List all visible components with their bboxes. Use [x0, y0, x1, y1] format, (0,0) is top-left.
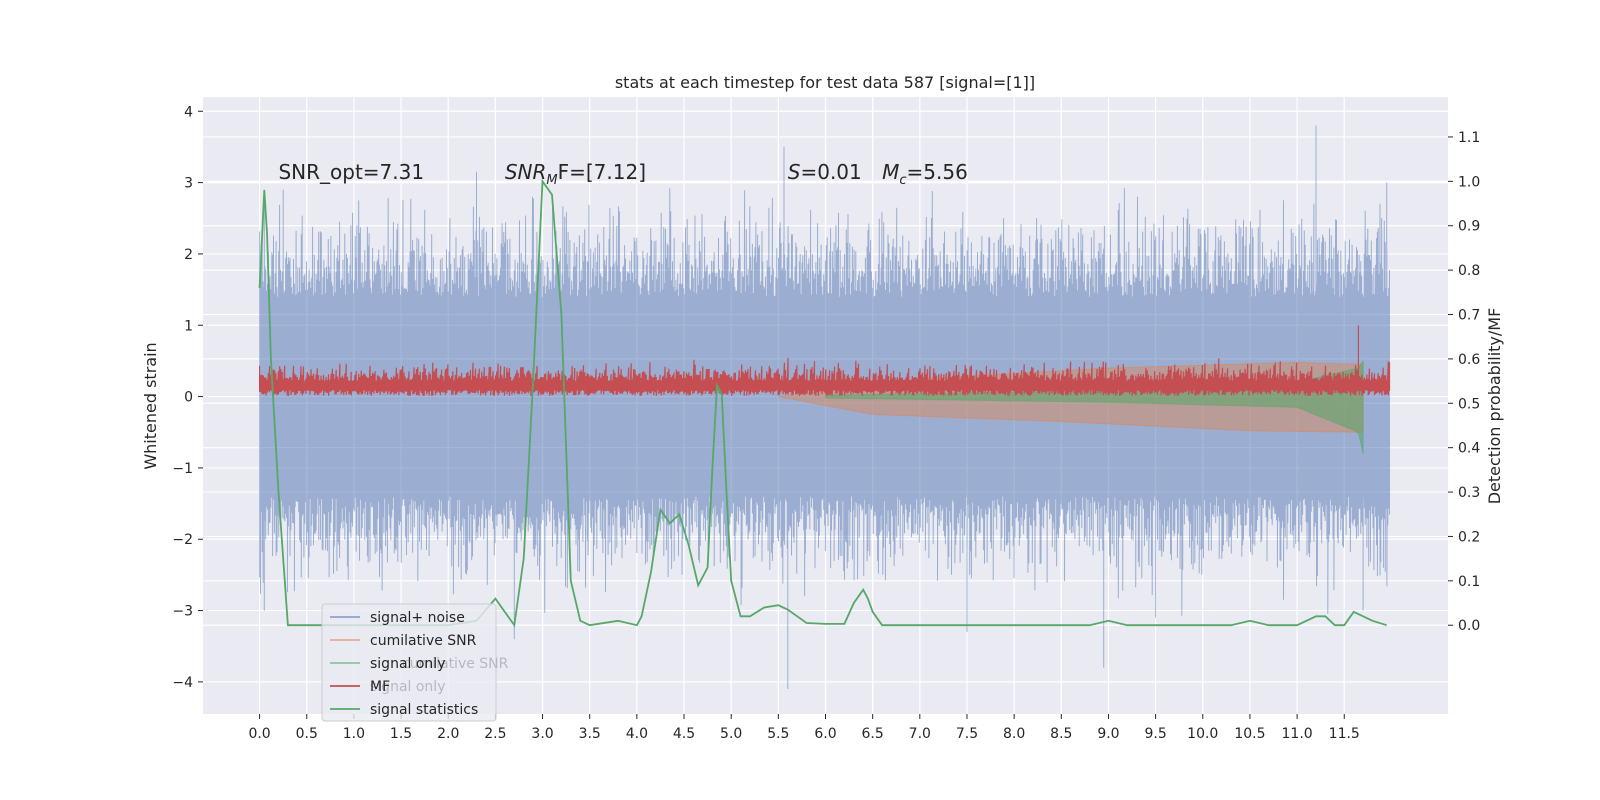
legend-label: cumilative SNR [370, 633, 477, 649]
y-left-tick-label: −2 [172, 532, 193, 548]
x-tick-label: 2.5 [484, 726, 506, 742]
annotation-3: Mc=5.56 [882, 160, 968, 188]
x-tick-label: 9.5 [1144, 726, 1166, 742]
annotations: SNR_opt=7.31 SNRMF=[7.12] S=0.01 Mc=5.56 [278, 160, 967, 188]
legend-ghost-label: cumilative SNR [402, 656, 509, 672]
x-tick-label: 8.5 [1050, 726, 1072, 742]
y-left-tick-label: −4 [172, 675, 193, 691]
x-tick-label: 1.5 [390, 726, 412, 742]
y-right-tick-label: 1.0 [1458, 174, 1480, 190]
x-tick-label: 10.0 [1187, 726, 1218, 742]
chart-title: stats at each timestep for test data 587… [615, 73, 1035, 92]
y-left-tick-label: 4 [184, 104, 193, 120]
legend-label: signal only [370, 656, 445, 672]
x-tick-label: 3.5 [579, 726, 601, 742]
legend-frame [321, 603, 497, 722]
y-right-tick-label: 0.0 [1458, 618, 1480, 634]
x-tick-label: 4.5 [673, 726, 695, 742]
series-signal-statistics [258, 178, 1387, 628]
x-tick-label: 6.0 [814, 726, 836, 742]
annotation-2: S=0.01 [788, 160, 862, 184]
annotation-0: SNR_opt=7.31 [278, 160, 424, 184]
y-right-tick-label: 0.8 [1458, 263, 1480, 279]
x-tick-label: 0.5 [296, 726, 318, 742]
legend-label: signal statistics [370, 702, 478, 718]
x-tick-label: 11.0 [1282, 726, 1313, 742]
y-right-tick-label: 0.3 [1458, 485, 1480, 501]
y-right-tick-label: 0.7 [1458, 308, 1480, 324]
legend-ghost-label: signal only [370, 679, 445, 695]
y-right-tick-label: 0.9 [1458, 219, 1480, 235]
x-tick-label: 4.0 [626, 726, 648, 742]
legend-label: signal+ noise [370, 610, 465, 626]
x-tick-label: 9.0 [1097, 726, 1119, 742]
series-signal-noise [259, 125, 1390, 689]
y-axis-right-label: Detection probability/MF [1485, 308, 1504, 505]
x-tick-label: 3.0 [531, 726, 553, 742]
x-tick-label: 5.0 [720, 726, 742, 742]
y-right-tick-label: 0.5 [1458, 396, 1480, 412]
x-tick-label: 7.0 [909, 726, 931, 742]
x-tick-label: 2.0 [437, 726, 459, 742]
x-tick-label: 10.5 [1234, 726, 1265, 742]
y-right-tick-label: 0.1 [1458, 574, 1480, 590]
x-tick-label: 0.0 [248, 726, 270, 742]
y-right-tick-label: 0.2 [1458, 529, 1480, 545]
y-left-tick-label: −3 [172, 604, 193, 620]
series-layer [258, 125, 1391, 689]
y-right-tick-label: 0.6 [1458, 352, 1480, 368]
y-left-tick-label: 3 [184, 176, 193, 192]
legend-label: MF [370, 679, 390, 695]
x-tick-label: 1.0 [343, 726, 365, 742]
y-left-tick-label: 0 [184, 390, 193, 406]
x-tick-label: 7.5 [956, 726, 978, 742]
x-tick-label: 6.5 [862, 726, 884, 742]
y-axis-left-ticks: −4 −3 −2 −1 0 1 2 3 4 [172, 104, 203, 691]
series-mf [259, 325, 1391, 396]
y-axis-right-ticks: 0.0 0.1 0.2 0.3 0.4 0.5 0.6 0.7 0.8 0.9 1.0 1.1 [1448, 130, 1480, 634]
y-right-tick-label: 1.1 [1458, 130, 1480, 146]
x-tick-label: 8.0 [1003, 726, 1025, 742]
x-axis-ticks: 0.0 0.5 1.0 1.5 2.0 2.5 3.0 3.5 4.0 4.5 5.0 5.5 6.0 6… [248, 714, 1360, 742]
y-left-tick-label: 1 [184, 318, 193, 334]
x-tick-label: 5.5 [767, 726, 789, 742]
y-right-tick-label: 0.4 [1458, 441, 1480, 457]
y-left-tick-label: −1 [172, 461, 193, 477]
x-tick-label: 11.5 [1329, 726, 1360, 742]
annotation-1: SNRMF=[7.12] [505, 160, 646, 188]
y-axis-left-label: Whitened strain [141, 342, 160, 469]
y-left-tick-label: 2 [184, 247, 193, 263]
